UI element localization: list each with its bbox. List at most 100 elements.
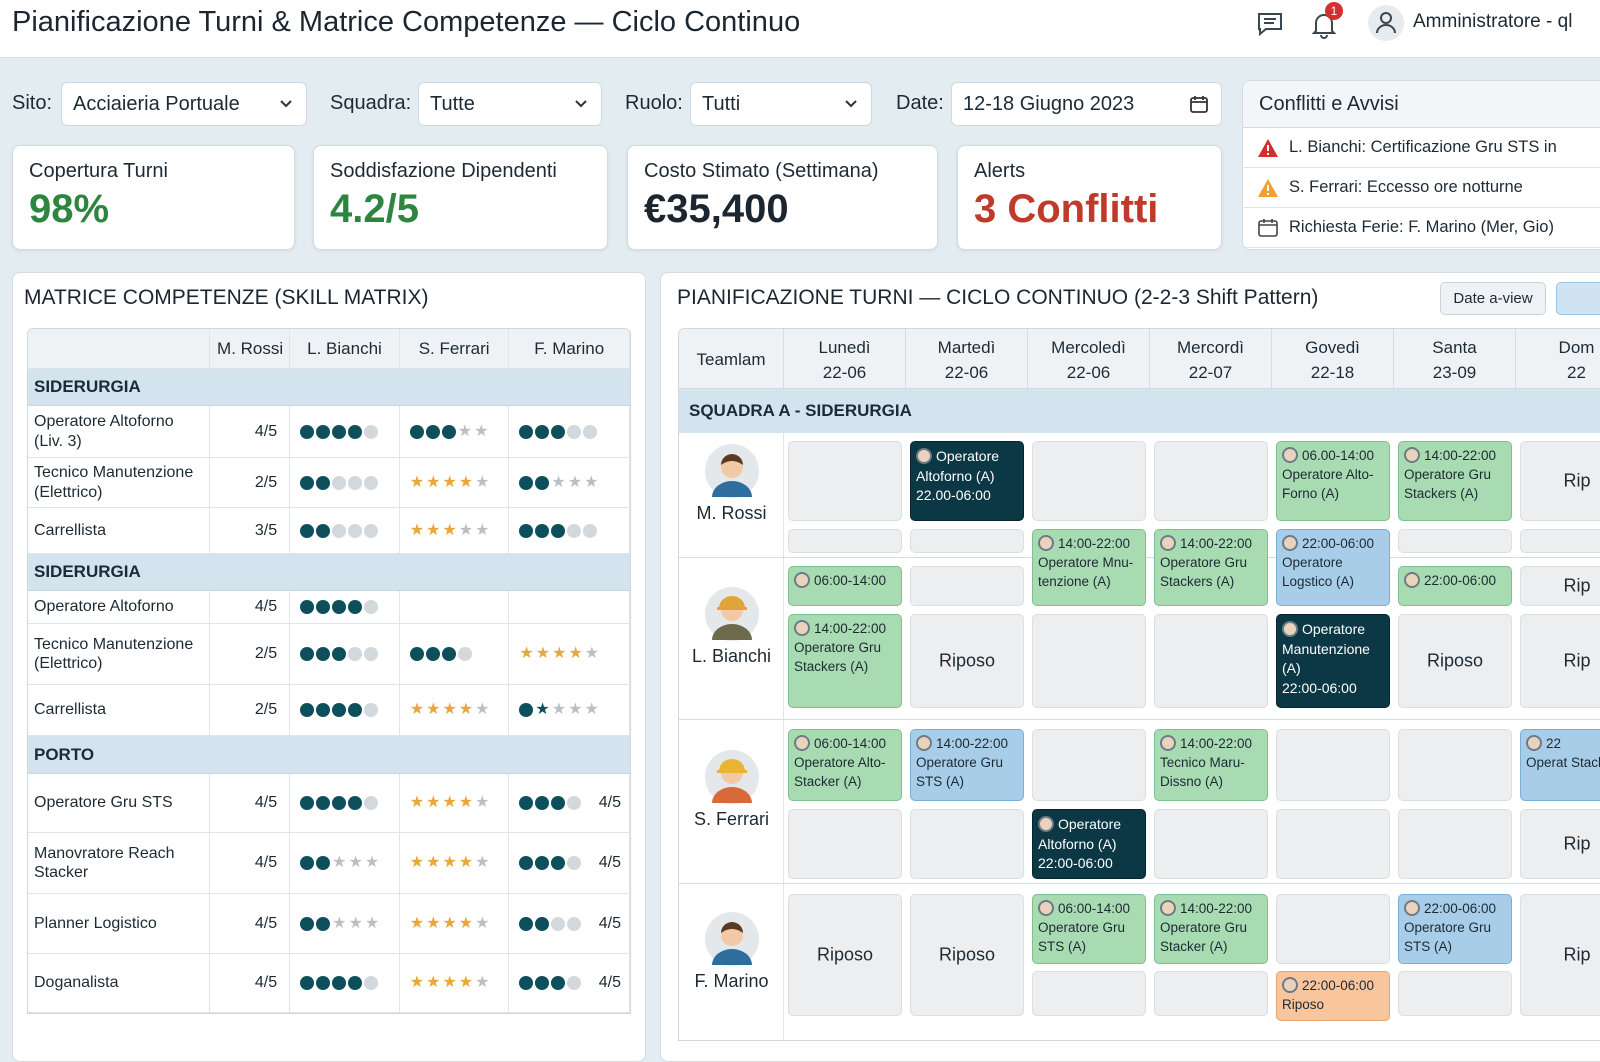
worker-icon: [916, 735, 932, 751]
day-header[interactable]: Santa 23-09: [1394, 329, 1516, 389]
shift-card[interactable]: 22 Operat Stacke: [1520, 729, 1600, 801]
empty-slot[interactable]: [1032, 729, 1146, 801]
role-select[interactable]: Tutti: [690, 82, 872, 126]
day-header[interactable]: Lunedì 22-06: [784, 329, 906, 389]
shift-card[interactable]: 06.00-14:00 Operatore Alto-Forno (A): [1276, 441, 1390, 521]
shift-card[interactable]: 06:00-14:00 Operatore Alto-Stacker (A): [788, 729, 902, 801]
empty-slot[interactable]: Rip: [1520, 441, 1600, 521]
shift-card[interactable]: 22:00-06:00 Riposo: [1276, 971, 1390, 1021]
rating: [409, 647, 472, 661]
column-header: S. Ferrari: [400, 329, 510, 368]
empty-slot[interactable]: [910, 566, 1024, 606]
alert-item[interactable]: S. Ferrari: Eccesso ore notturne: [1243, 168, 1600, 208]
star-filled-icon: ★: [426, 521, 441, 539]
rating: ★ ★ ★ ★ ★: [410, 521, 490, 539]
shift-card[interactable]: 14:00-22:00 Operatore Gru Stackers (A): [1154, 529, 1268, 606]
empty-slot[interactable]: [1032, 441, 1146, 521]
empty-slot[interactable]: [788, 529, 902, 553]
empty-slot[interactable]: Riposo: [910, 894, 1024, 1016]
day-header[interactable]: Govedì 22-18: [1272, 329, 1394, 389]
empty-slot[interactable]: Rip: [1520, 614, 1600, 708]
shift-card[interactable]: 14:00-22:00 Operatore Gru Stackers (A): [1398, 441, 1512, 521]
alert-item[interactable]: Richiesta Ferie: F. Marino (Mer, Gio): [1243, 208, 1600, 248]
shift-card[interactable]: 14:00-22:00 Operatore Gru Stacker (A): [1154, 894, 1268, 964]
empty-slot[interactable]: [1520, 529, 1600, 553]
empty-slot[interactable]: Rip: [1520, 894, 1600, 1016]
rating: [300, 600, 379, 614]
skill-score: 2/5: [210, 458, 291, 507]
day-header[interactable]: Dom 22: [1516, 329, 1600, 389]
empty-slot[interactable]: [1398, 529, 1512, 553]
empty-slot[interactable]: [1398, 971, 1512, 1016]
empty-slot[interactable]: [1276, 729, 1390, 801]
person-cell[interactable]: S. Ferrari: [679, 719, 784, 883]
date-view-button[interactable]: Date a-view: [1440, 282, 1546, 315]
warning-red-icon: [1258, 138, 1278, 157]
shift-card[interactable]: Operatore Altoforno (A) 22:00-06:00: [1032, 809, 1146, 879]
worker-icon: [1282, 535, 1298, 551]
slot-label: Riposo: [938, 650, 996, 671]
person-cell[interactable]: L. Bianchi: [679, 557, 784, 719]
empty-slot[interactable]: [1276, 894, 1390, 964]
empty-slot[interactable]: Riposo: [788, 894, 902, 1016]
person-cell[interactable]: M. Rossi: [679, 433, 784, 557]
empty-slot[interactable]: [788, 809, 902, 879]
empty-slot[interactable]: [910, 529, 1024, 553]
star-filled-icon: ★: [426, 794, 441, 811]
empty-slot[interactable]: Rip: [1520, 566, 1600, 606]
shift-card[interactable]: 14:00-22:00 Operatore Gru STS (A): [910, 729, 1024, 801]
day-header[interactable]: Mercoledì 22-06: [1028, 329, 1150, 389]
shift-card[interactable]: 06:00-14:00 Operatore Gru STS (A): [1032, 894, 1146, 964]
empty-slot[interactable]: Riposo: [910, 614, 1024, 708]
skill-rating-ferrari: ★ ★ ★ ★ ★: [400, 774, 510, 832]
star-empty-icon: ★: [567, 473, 583, 491]
worker-icon: [1282, 447, 1298, 463]
rating-dot-filled: [300, 475, 315, 490]
empty-slot[interactable]: [910, 809, 1024, 879]
team-select[interactable]: Tutte: [418, 82, 602, 126]
user-name[interactable]: Amministratore - ql: [1413, 11, 1573, 32]
shift-card[interactable]: 14:00-22:00 Tecnico Maru-Dissno (A): [1154, 729, 1268, 801]
empty-slot[interactable]: [1154, 809, 1268, 879]
alert-item[interactable]: L. Bianchi: Certificazione Gru STS in: [1243, 128, 1600, 168]
empty-slot[interactable]: [1154, 441, 1268, 521]
shift-card[interactable]: 22:00-06:00: [1398, 566, 1512, 606]
person-cell[interactable]: F. Marino: [679, 883, 784, 1040]
view-toggle-button[interactable]: [1556, 282, 1600, 315]
kpi-alerts[interactable]: Alerts 3 Conflitti: [957, 145, 1222, 250]
empty-slot[interactable]: [1398, 809, 1512, 879]
empty-slot[interactable]: Riposo: [1398, 614, 1512, 708]
shift-role: Operatore Altoforno (A): [1038, 815, 1140, 854]
empty-slot[interactable]: [1398, 729, 1512, 801]
calendar-icon[interactable]: [1189, 94, 1209, 114]
shift-card[interactable]: 14:00-22:00 Operatore Mnu-tenzione (A): [1032, 529, 1146, 606]
rating: ★ ★ ★: [300, 854, 380, 871]
empty-slot[interactable]: [1154, 614, 1268, 708]
empty-slot[interactable]: Rip: [1520, 809, 1600, 879]
rating-dot-filled: [316, 523, 331, 538]
shift-card[interactable]: Operatore Manutenzione (A) 22:00-06:00: [1276, 614, 1390, 708]
slot-label: Rip: [1563, 575, 1591, 596]
user-avatar[interactable]: [1368, 5, 1404, 41]
chat-icon[interactable]: [1256, 10, 1284, 38]
star-empty-icon: ★: [364, 854, 380, 871]
shift-card[interactable]: 14:00-22:00 Operatore Gru Stackers (A): [788, 614, 902, 708]
empty-slot[interactable]: [1154, 971, 1268, 1016]
site-select[interactable]: Acciaieria Portuale: [61, 82, 307, 126]
empty-slot[interactable]: [1032, 614, 1146, 708]
skill-name: Carrellista: [28, 508, 211, 553]
skill-rating-bianchi: [290, 954, 400, 1012]
rating-dot-empty: [551, 916, 566, 931]
day-header[interactable]: Mercordì 22-07: [1150, 329, 1272, 389]
day-header[interactable]: Martedì 22-06: [906, 329, 1028, 389]
shift-card[interactable]: 22:00-06:00 Operatore Gru STS (A): [1398, 894, 1512, 964]
skill-name: Operatore Altoforno: [28, 591, 211, 623]
empty-slot[interactable]: [1032, 971, 1146, 1016]
empty-slot[interactable]: [1276, 809, 1390, 879]
rating: ★ ★ ★ ★ ★: [410, 975, 490, 991]
shift-card[interactable]: 06:00-14:00: [788, 566, 902, 606]
shift-card[interactable]: 22:00-06:00 Operatore Logstico (A): [1276, 529, 1390, 606]
shift-card[interactable]: Operatore Altoforno (A) 22.00-06:00: [910, 441, 1024, 521]
empty-slot[interactable]: [788, 441, 902, 521]
date-input[interactable]: 12-18 Giugno 2023: [951, 82, 1222, 126]
